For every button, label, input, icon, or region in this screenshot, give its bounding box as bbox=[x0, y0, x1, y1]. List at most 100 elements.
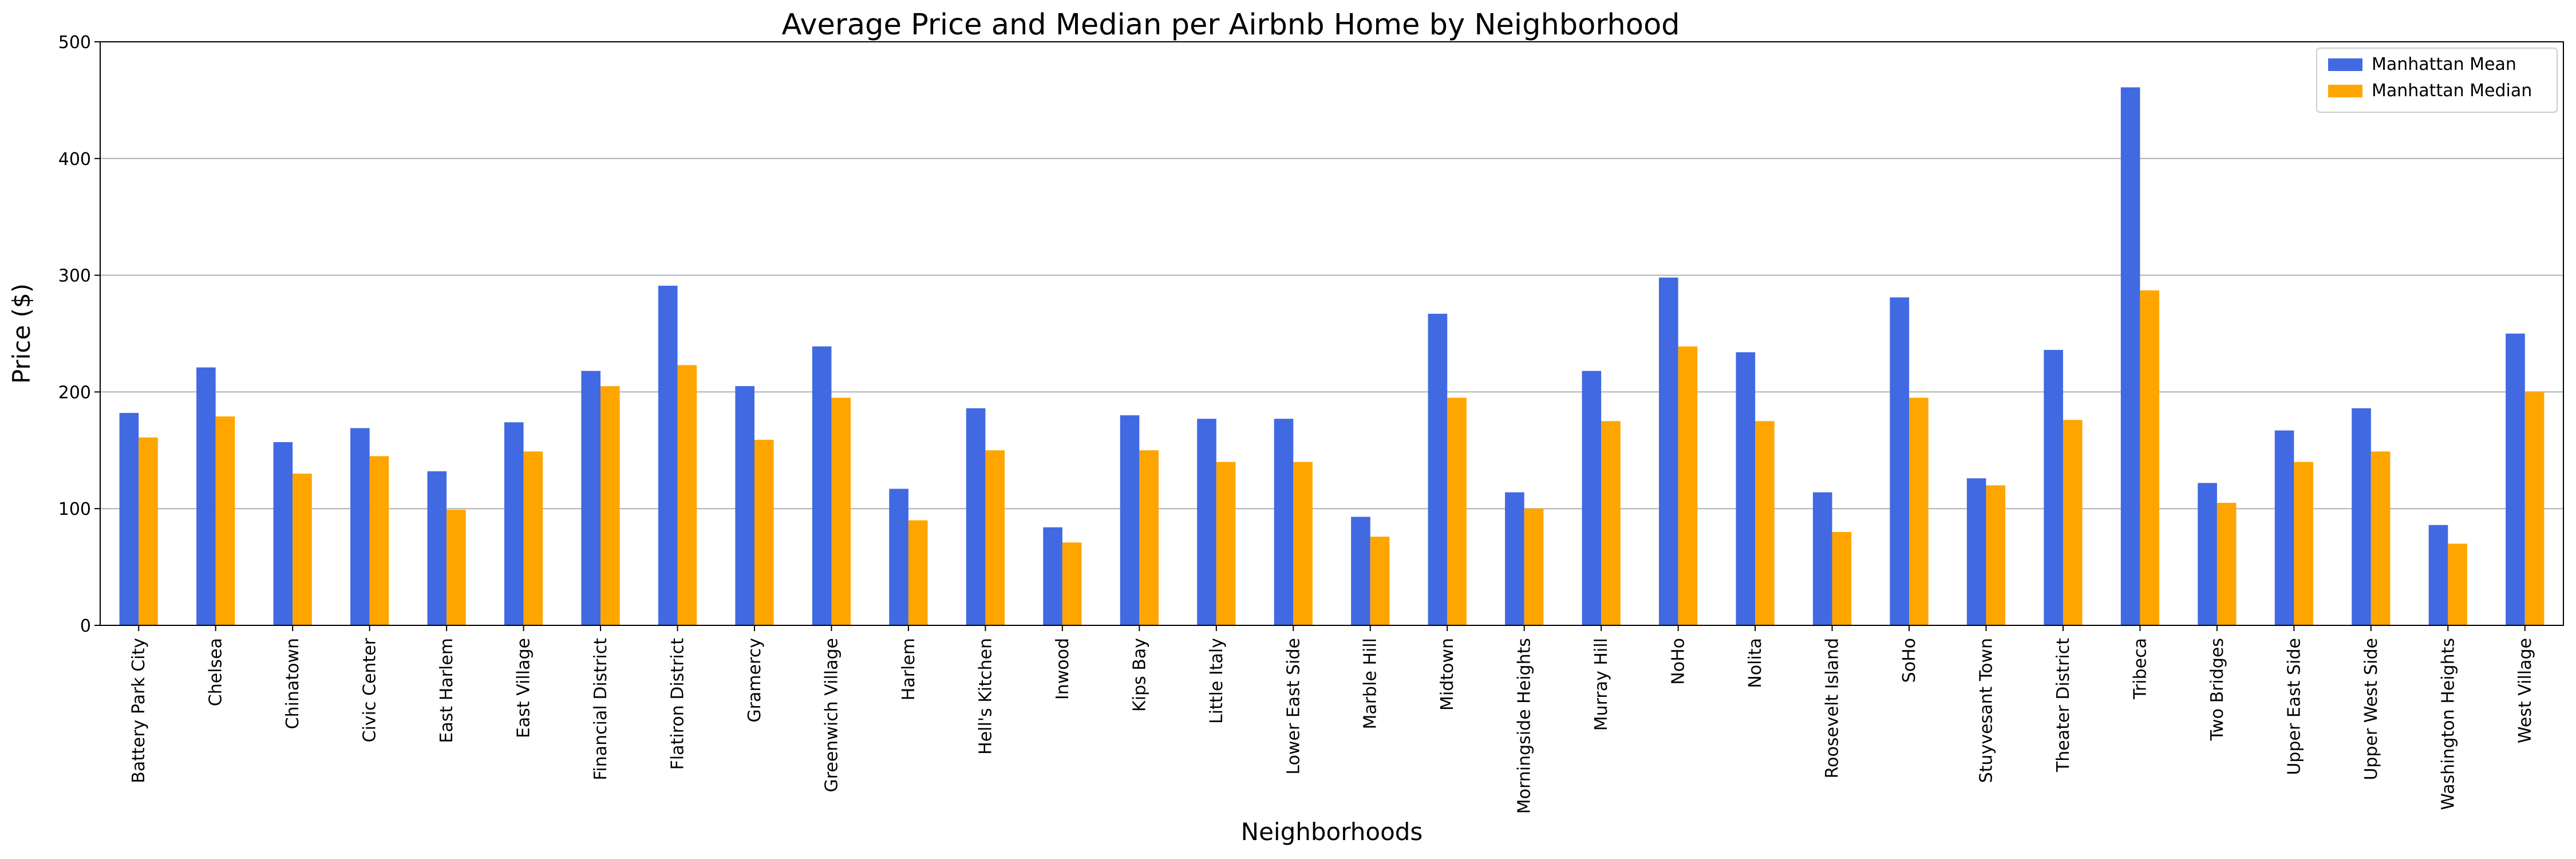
x-tick-label: Two Bridges bbox=[2207, 638, 2227, 741]
bar-median bbox=[1447, 397, 1467, 625]
bar-median bbox=[293, 474, 312, 625]
x-tick-label: Marble Hill bbox=[1361, 638, 1381, 730]
bar-mean bbox=[1890, 297, 1910, 625]
bar-mean bbox=[1812, 492, 1832, 625]
legend-label: Manhattan Median bbox=[2372, 81, 2532, 101]
bar-median bbox=[831, 397, 851, 625]
bar-median bbox=[754, 439, 774, 625]
bar-median bbox=[139, 437, 158, 625]
bar-mean bbox=[966, 408, 986, 625]
x-tick-label: Greenwich Village bbox=[821, 638, 841, 793]
bar-mean bbox=[812, 346, 832, 625]
bar-median bbox=[1139, 450, 1159, 625]
x-tick-label: East Village bbox=[514, 638, 534, 738]
bar-median bbox=[2294, 462, 2313, 625]
x-tick-label: Flatiron District bbox=[668, 638, 688, 770]
x-tick-label: East Harlem bbox=[437, 638, 457, 743]
x-tick-label: Nolita bbox=[1745, 638, 1765, 688]
bar-median bbox=[369, 456, 389, 625]
bar-median bbox=[2217, 503, 2237, 625]
bars bbox=[119, 87, 2545, 625]
bar-median bbox=[1062, 542, 1082, 625]
x-tick-label: Chelsea bbox=[206, 638, 226, 706]
bar-mean bbox=[581, 371, 601, 625]
bar-mean bbox=[350, 428, 370, 625]
bar-mean bbox=[889, 488, 908, 625]
bar-median bbox=[600, 386, 620, 625]
bar-mean bbox=[1120, 415, 1140, 625]
x-tick-label: Lower East Side bbox=[1283, 638, 1303, 775]
x-tick-label: Upper West Side bbox=[2361, 638, 2381, 781]
bar-mean bbox=[427, 471, 447, 625]
legend-swatch bbox=[2328, 85, 2362, 97]
y-axis-label: Price ($) bbox=[7, 283, 35, 384]
bar-median bbox=[2140, 290, 2160, 625]
bar-mean bbox=[2274, 430, 2294, 625]
plot-area-frame bbox=[100, 41, 2564, 626]
bar-median bbox=[1832, 531, 1852, 625]
bar-mean bbox=[2428, 525, 2448, 625]
bar-mean bbox=[1505, 492, 1524, 625]
x-axis-ticks: Battery Park City Chelsea Chinatown Civic C… bbox=[129, 625, 2535, 814]
x-tick-label: SoHo bbox=[1899, 638, 1919, 683]
bar-median bbox=[2063, 420, 2083, 625]
bar-median bbox=[215, 416, 235, 625]
x-tick-label: NoHo bbox=[1669, 638, 1689, 685]
x-tick-label: Battery Park City bbox=[129, 638, 149, 783]
x-tick-label: West Village bbox=[2515, 638, 2535, 743]
legend-frame bbox=[2316, 48, 2558, 113]
legend: Manhattan Mean Manhattan Median bbox=[2316, 48, 2558, 113]
bar-median bbox=[1601, 421, 1621, 625]
x-tick-label: Roosevelt Island bbox=[1823, 638, 1843, 778]
bar-median bbox=[1755, 421, 1775, 625]
bar-mean bbox=[1197, 419, 1216, 625]
x-tick-label: Stuyvesant Town bbox=[1976, 638, 1996, 783]
bar-mean bbox=[1043, 527, 1062, 625]
y-axis-ticks: 0 100 200 300 400 500 bbox=[58, 33, 100, 636]
bar-mean bbox=[735, 386, 754, 625]
x-tick-label: Financial District bbox=[591, 638, 611, 781]
bar-median bbox=[1678, 346, 1698, 625]
bar-mean bbox=[2044, 350, 2063, 625]
bar-median bbox=[1909, 397, 1929, 625]
bar-median bbox=[2370, 451, 2391, 625]
x-tick-label: Hell's Kitchen bbox=[975, 638, 995, 755]
bar-median bbox=[2524, 392, 2545, 625]
bar-median bbox=[1370, 537, 1390, 625]
bar-mean bbox=[1582, 371, 1602, 625]
bar-mean bbox=[1274, 419, 1294, 625]
bar-mean bbox=[119, 413, 139, 625]
x-tick-label: Tribeca bbox=[2130, 638, 2150, 700]
bar-median bbox=[1216, 462, 1236, 625]
y-tick-label: 300 bbox=[58, 266, 91, 286]
bar-mean bbox=[2198, 483, 2217, 625]
bar-mean bbox=[1966, 478, 1986, 625]
x-tick-label: Little Italy bbox=[1207, 638, 1227, 724]
bar-mean bbox=[2352, 408, 2371, 625]
x-tick-label: Inwood bbox=[1053, 638, 1073, 700]
legend-swatch bbox=[2328, 58, 2362, 71]
x-tick-label: Harlem bbox=[899, 638, 919, 700]
x-tick-label: Murray Hill bbox=[1591, 638, 1611, 731]
chart-title: Average Price and Median per Airbnb Home… bbox=[781, 8, 1680, 42]
bar-mean bbox=[1658, 277, 1678, 625]
x-tick-label: Kips Bay bbox=[1129, 638, 1149, 712]
y-tick-label: 200 bbox=[58, 383, 91, 403]
x-tick-label: Washington Heights bbox=[2438, 638, 2458, 810]
bar-median bbox=[2448, 543, 2467, 625]
y-tick-label: 0 bbox=[80, 616, 91, 636]
bar-mean bbox=[2120, 87, 2140, 625]
grid-lines bbox=[100, 157, 2563, 510]
bar-mean bbox=[1428, 313, 1448, 625]
x-axis-label: Neighborhoods bbox=[1241, 818, 1423, 846]
y-tick-label: 100 bbox=[58, 499, 91, 519]
bar-median bbox=[1986, 485, 2006, 625]
x-tick-label: Theater District bbox=[2053, 638, 2073, 773]
bar-median bbox=[1293, 462, 1313, 625]
x-tick-label: Chinatown bbox=[283, 638, 303, 729]
bar-median bbox=[1524, 509, 1544, 625]
bar-median bbox=[908, 520, 928, 625]
bar-mean bbox=[1736, 352, 1756, 625]
x-tick-label: Civic Center bbox=[360, 637, 380, 742]
